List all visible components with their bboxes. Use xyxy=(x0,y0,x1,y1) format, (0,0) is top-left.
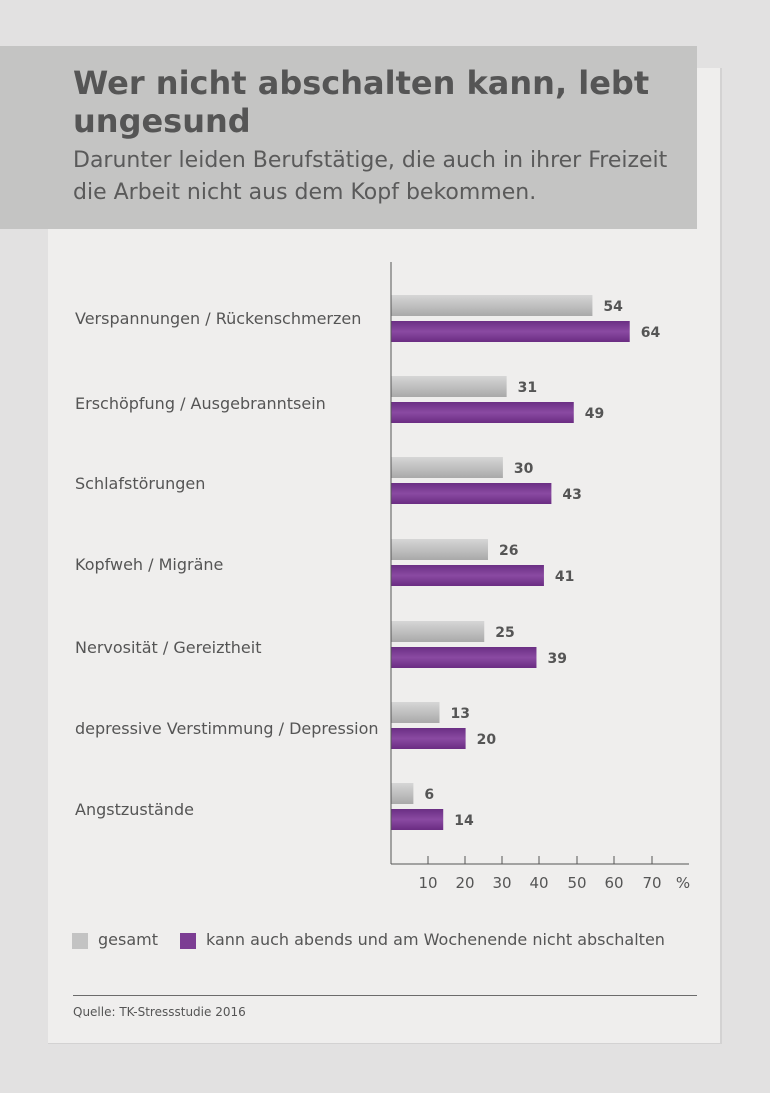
bar-gesamt xyxy=(391,702,440,723)
card xyxy=(48,68,720,1043)
bar-gesamt xyxy=(391,539,488,560)
category-label: depressive Verstimmung / Depression xyxy=(75,719,379,738)
bar-value-label: 43 xyxy=(562,487,581,503)
bar-highlight xyxy=(391,483,552,504)
bar-value-label: 26 xyxy=(499,543,518,559)
x-tick-label: 60 xyxy=(604,874,623,892)
bar-value-label: 6 xyxy=(424,787,434,803)
bar-value-label: 30 xyxy=(514,461,534,477)
x-tick-label: 40 xyxy=(529,874,548,892)
category-label: Angstzustände xyxy=(75,800,194,819)
bar-value-label: 64 xyxy=(641,325,661,341)
x-tick-label: 30 xyxy=(492,874,511,892)
bar-value-label: 41 xyxy=(555,569,574,585)
category-label: Verspannungen / Rückenschmerzen xyxy=(75,309,362,328)
bar-value-label: 49 xyxy=(585,406,604,422)
bar-value-label: 39 xyxy=(547,651,566,667)
bar-gesamt xyxy=(391,783,414,804)
category-label: Kopfweh / Migräne xyxy=(75,555,224,574)
category-label: Nervosität / Gereiztheit xyxy=(75,638,262,657)
header-band xyxy=(0,46,697,229)
x-tick-label: 10 xyxy=(418,874,437,892)
bar-highlight xyxy=(391,402,574,423)
footer-rule xyxy=(73,995,697,996)
legend-label: kann auch abends und am Wochenende nicht… xyxy=(206,930,665,949)
x-tick-label: 70 xyxy=(642,874,661,892)
bar-value-label: 25 xyxy=(495,625,514,641)
bar-highlight xyxy=(391,321,630,342)
chart-title: Wer nicht abschalten kann, lebt ungesund xyxy=(73,64,650,140)
category-label: Schlafstörungen xyxy=(75,474,206,493)
bar-value-label: 54 xyxy=(603,299,623,315)
category-label: Erschöpfung / Ausgebranntsein xyxy=(75,394,326,413)
bar-highlight xyxy=(391,728,466,749)
bar-gesamt xyxy=(391,376,507,397)
bar-gesamt xyxy=(391,295,593,316)
bar-gesamt xyxy=(391,457,503,478)
chart-subtitle: Darunter leiden Berufstätige, die auch i… xyxy=(73,148,668,205)
x-unit-label: % xyxy=(676,874,690,892)
legend-swatch-purple xyxy=(180,933,196,949)
legend-swatch-gray xyxy=(72,933,88,949)
bar-highlight xyxy=(391,647,537,668)
bar-value-label: 20 xyxy=(477,732,497,748)
bar-value-label: 13 xyxy=(450,706,469,722)
bar-value-label: 31 xyxy=(518,380,537,396)
x-tick-label: 50 xyxy=(567,874,586,892)
bar-gesamt xyxy=(391,621,485,642)
source-note: Quelle: TK-Stressstudie 2016 xyxy=(73,1005,246,1019)
bar-highlight xyxy=(391,809,444,830)
bar-highlight xyxy=(391,565,544,586)
x-tick-label: 20 xyxy=(455,874,474,892)
bar-value-label: 14 xyxy=(454,813,474,829)
legend-label: gesamt xyxy=(98,930,158,949)
